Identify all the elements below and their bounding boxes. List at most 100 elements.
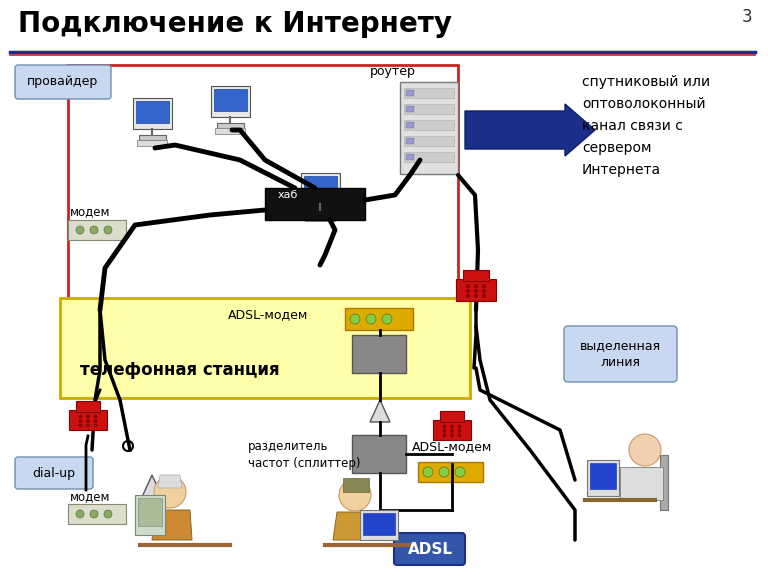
Text: Подключение к Интернету: Подключение к Интернету (18, 10, 452, 38)
Circle shape (90, 510, 98, 518)
Bar (303, 176, 336, 199)
Bar (305, 215, 335, 221)
Bar (138, 135, 165, 140)
Bar (433, 420, 471, 440)
Bar (352, 335, 406, 373)
Circle shape (366, 314, 376, 324)
Circle shape (474, 289, 478, 293)
Circle shape (482, 285, 486, 289)
Bar (215, 128, 245, 134)
Bar (463, 270, 488, 281)
Bar (406, 122, 414, 128)
Circle shape (382, 314, 392, 324)
Circle shape (76, 226, 84, 234)
Bar (76, 401, 100, 411)
Bar (406, 138, 414, 144)
Bar (135, 101, 168, 123)
Circle shape (104, 226, 112, 234)
Text: спутниковый или: спутниковый или (582, 75, 710, 89)
Bar (406, 90, 414, 96)
Bar (300, 173, 339, 204)
Circle shape (474, 294, 478, 298)
Bar (404, 88, 454, 98)
Text: телефонная станция: телефонная станция (80, 361, 280, 379)
Text: роутер: роутер (370, 65, 416, 78)
Circle shape (450, 429, 454, 433)
Bar (456, 279, 496, 301)
Text: хаб: хаб (278, 190, 299, 200)
Bar (404, 104, 454, 114)
Polygon shape (158, 475, 182, 488)
Bar (590, 463, 616, 489)
Bar (68, 504, 126, 524)
Bar (418, 462, 483, 482)
Bar (360, 510, 398, 540)
Text: сервером: сервером (582, 141, 651, 155)
Circle shape (482, 294, 486, 298)
Text: ADSL-модем: ADSL-модем (412, 440, 492, 453)
Text: Интернета: Интернета (582, 163, 661, 177)
Bar (404, 120, 454, 130)
Circle shape (482, 289, 486, 293)
Bar (210, 86, 250, 118)
Circle shape (76, 510, 84, 518)
Text: провайдер: провайдер (28, 75, 98, 89)
Bar (660, 455, 668, 510)
Circle shape (86, 419, 90, 423)
Circle shape (78, 419, 82, 423)
Bar (400, 82, 458, 174)
Text: ADSL-модем: ADSL-модем (228, 308, 309, 321)
Circle shape (458, 434, 462, 437)
Bar (343, 478, 369, 492)
Bar (306, 210, 333, 215)
Bar (68, 220, 126, 240)
Circle shape (123, 441, 133, 451)
Bar (406, 106, 414, 112)
Bar (133, 98, 171, 130)
Circle shape (78, 415, 82, 419)
Circle shape (86, 415, 90, 419)
FancyBboxPatch shape (15, 65, 111, 99)
Circle shape (474, 285, 478, 289)
Bar (217, 123, 243, 128)
Text: ADSL: ADSL (408, 541, 452, 556)
FancyArrow shape (465, 104, 595, 156)
Circle shape (466, 285, 470, 289)
Bar (214, 89, 247, 111)
Bar (345, 308, 413, 330)
Polygon shape (620, 467, 663, 500)
Polygon shape (142, 475, 162, 497)
Text: оптоволоконный: оптоволоконный (582, 97, 706, 111)
FancyBboxPatch shape (564, 326, 677, 382)
Circle shape (450, 434, 454, 437)
Circle shape (423, 467, 433, 477)
Circle shape (94, 419, 98, 423)
Circle shape (339, 479, 371, 511)
Circle shape (466, 294, 470, 298)
Circle shape (78, 423, 82, 427)
Text: 3: 3 (741, 8, 752, 26)
FancyBboxPatch shape (394, 533, 465, 565)
Circle shape (442, 434, 446, 437)
Bar (440, 411, 464, 422)
Bar (587, 460, 619, 496)
Circle shape (154, 476, 186, 508)
Bar (69, 410, 107, 430)
Polygon shape (370, 400, 390, 422)
Bar (265, 188, 365, 220)
Text: dial-up: dial-up (32, 467, 75, 479)
Circle shape (442, 425, 446, 429)
Circle shape (450, 425, 454, 429)
Circle shape (94, 415, 98, 419)
Bar (352, 435, 406, 473)
Bar (404, 152, 454, 162)
Circle shape (439, 467, 449, 477)
Circle shape (458, 429, 462, 433)
Text: модем: модем (70, 205, 111, 218)
Circle shape (90, 226, 98, 234)
Bar (68, 65, 458, 310)
Polygon shape (152, 510, 192, 540)
Circle shape (104, 510, 112, 518)
Bar (137, 140, 167, 146)
Bar (404, 136, 454, 146)
